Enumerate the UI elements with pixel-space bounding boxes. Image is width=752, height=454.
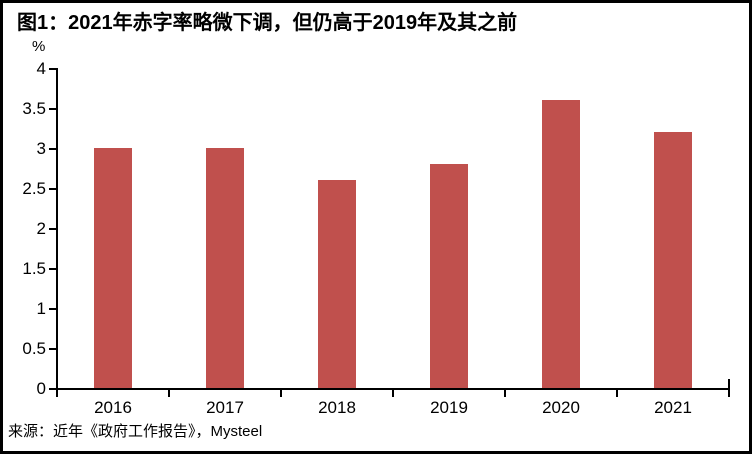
x-tick-label: 2020 — [542, 398, 580, 417]
bar — [430, 164, 468, 388]
x-tick — [168, 390, 170, 397]
y-tick-label: 3 — [36, 139, 46, 158]
source-note: 来源：近年《政府工作报告》，Mysteel — [8, 423, 263, 440]
bar — [206, 148, 244, 388]
bar — [542, 100, 580, 388]
bar — [654, 132, 692, 388]
bar — [318, 180, 356, 388]
x-tick — [56, 390, 58, 397]
x-tick — [616, 390, 618, 397]
x-tick — [728, 390, 730, 397]
bar — [94, 148, 132, 388]
x-tick — [280, 390, 282, 397]
x-tick-label: 2021 — [654, 398, 692, 417]
y-tick-label: 4 — [36, 59, 46, 78]
x-axis-line — [56, 388, 730, 390]
chart-title: 图1：2021年赤字率略微下调，但仍高于2019年及其之前 — [17, 12, 518, 34]
x-axis-end-cap — [728, 379, 730, 388]
y-tick — [49, 228, 56, 230]
y-tick-label: 2.5 — [22, 179, 46, 198]
y-tick-label: 1 — [36, 299, 46, 318]
y-axis-unit-label: % — [32, 38, 46, 55]
x-tick-label: 2017 — [206, 398, 244, 417]
y-tick-label: 0 — [36, 379, 46, 398]
y-tick — [49, 268, 56, 270]
y-tick — [49, 108, 56, 110]
y-tick — [49, 68, 56, 70]
y-tick — [49, 348, 56, 350]
y-tick-label: 1.5 — [22, 259, 46, 278]
y-tick — [49, 308, 56, 310]
y-tick — [49, 148, 56, 150]
x-tick — [504, 390, 506, 397]
y-tick — [49, 388, 56, 390]
x-tick-label: 2019 — [430, 398, 468, 417]
x-tick — [392, 390, 394, 397]
y-tick-label: 3.5 — [22, 99, 46, 118]
y-axis-line — [56, 68, 58, 390]
x-tick-label: 2018 — [318, 398, 356, 417]
y-tick — [49, 188, 56, 190]
y-tick-label: 0.5 — [22, 339, 46, 358]
y-tick-label: 2 — [36, 219, 46, 238]
x-tick-label: 2016 — [94, 398, 132, 417]
